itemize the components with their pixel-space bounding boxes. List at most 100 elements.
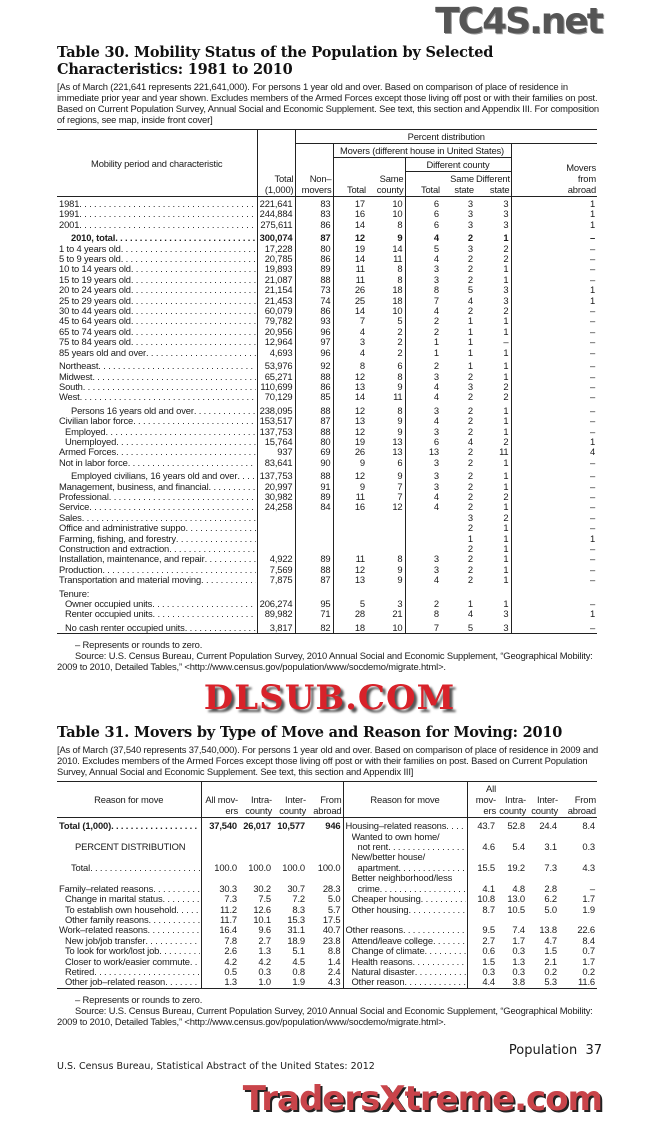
table-row: Better neighborhood/less bbox=[57, 873, 597, 884]
cell-value: 1 bbox=[503, 360, 509, 372]
cell-value: 14 bbox=[392, 243, 403, 254]
cell-value: 6 bbox=[397, 360, 403, 372]
cell-value: 20,997 bbox=[256, 481, 295, 492]
row-label: Not in labor force bbox=[57, 458, 257, 468]
row-label: Housing–related reasons bbox=[342, 817, 467, 832]
cell-value: 4.3 bbox=[327, 977, 341, 988]
cell-value: 87 bbox=[294, 416, 333, 427]
cell-value: 3 bbox=[503, 609, 509, 620]
cell-value: 6.2 bbox=[544, 894, 557, 905]
cell-value: 30.7 bbox=[287, 883, 305, 894]
row-label-text: Professional bbox=[59, 491, 109, 502]
cell-value bbox=[332, 523, 367, 534]
table31-headnote: [As of March (37,540 represents 37,540,0… bbox=[57, 744, 599, 778]
row-label: Total (1,000) bbox=[57, 818, 201, 832]
row-label-text: Farming, fishing, and forestry bbox=[59, 533, 176, 544]
cell-value: 206,274 bbox=[256, 599, 295, 610]
row-label: Change of climate bbox=[342, 946, 467, 957]
cell-value: 17.5 bbox=[322, 914, 341, 925]
cell-value: 1 bbox=[510, 285, 598, 296]
cell-value: – bbox=[510, 544, 598, 555]
cell-value: 221,641 bbox=[256, 196, 295, 210]
cell-value: 4 bbox=[332, 326, 367, 338]
cell-value: – bbox=[510, 426, 598, 437]
reason-header-left: Reason for move bbox=[57, 781, 201, 819]
cell-value: – bbox=[503, 337, 509, 348]
row-label-text: Attend/leave college bbox=[351, 935, 434, 946]
row-label-text: 1991 bbox=[59, 209, 80, 220]
percent-distribution-header: Percent distribution bbox=[294, 129, 598, 144]
row-label bbox=[57, 832, 201, 842]
cell-value: 1 bbox=[467, 360, 473, 372]
row-label: 2010, total bbox=[57, 230, 257, 243]
cell-value: 238,095 bbox=[256, 402, 295, 417]
row-label: not rent bbox=[342, 842, 467, 853]
movers-us-header: Movers (different house in United States… bbox=[332, 143, 511, 158]
cell-value: – bbox=[510, 326, 598, 338]
cell-value: 153,517 bbox=[256, 416, 295, 427]
cell-value bbox=[441, 586, 475, 599]
table-row: New job/job transfer 7.8 2.7 18.9 23.8 Attend… bbox=[57, 935, 597, 947]
cell-value: 82 bbox=[294, 619, 333, 634]
row-label-text: 2001 bbox=[59, 219, 80, 230]
cell-value: 7.4 bbox=[512, 925, 525, 936]
cell-value: 14 bbox=[332, 392, 367, 403]
cell-value: 1 bbox=[503, 232, 509, 244]
cell-value: 5.4 bbox=[512, 842, 525, 853]
row-label-text: Transportation and material moving bbox=[59, 575, 202, 586]
row-label: Retired bbox=[57, 967, 201, 977]
cell-value bbox=[294, 533, 333, 544]
cell-value: 4 bbox=[404, 575, 441, 586]
row-label-text: Northeast bbox=[59, 361, 99, 372]
row-label-text: Closer to work/easier commute bbox=[65, 956, 190, 967]
cell-value: 2 bbox=[503, 491, 509, 502]
cell-value bbox=[497, 852, 527, 862]
cell-value: 3 bbox=[467, 198, 473, 209]
cell-value: 137,753 bbox=[256, 468, 295, 482]
cell-value: 9 bbox=[397, 564, 403, 575]
intra-header-left: Intra- county bbox=[239, 781, 273, 819]
cell-value: 12,964 bbox=[256, 337, 295, 348]
cell-value: – bbox=[510, 619, 598, 634]
cell-value bbox=[404, 585, 441, 600]
intra-header-right: Intra- county bbox=[497, 781, 527, 819]
cell-value: 5 bbox=[332, 599, 367, 610]
cell-value: 0.6 bbox=[466, 946, 497, 957]
cell-value: 3.8 bbox=[512, 977, 525, 988]
cell-value bbox=[466, 914, 497, 926]
cell-value: 3 bbox=[467, 243, 473, 254]
cell-value: 15.3 bbox=[287, 914, 305, 925]
cell-value: 6 bbox=[397, 457, 403, 468]
cell-value: – bbox=[510, 337, 598, 348]
cell-value: – bbox=[510, 457, 598, 469]
cell-value: 3 bbox=[503, 285, 509, 296]
table-row: Office and administrative suppo 2 1– bbox=[57, 523, 598, 534]
cell-value: 79,782 bbox=[256, 316, 295, 327]
cell-value: 5 bbox=[467, 621, 473, 633]
cell-value: 3 bbox=[404, 554, 441, 565]
cell-value: 3,817 bbox=[256, 619, 295, 634]
cell-value: 2.7 bbox=[258, 935, 271, 946]
row-label: Health reasons bbox=[342, 956, 467, 967]
cell-value bbox=[294, 585, 333, 600]
cell-value: 16.4 bbox=[200, 925, 239, 936]
table-row: Management, business, and financial 20,99… bbox=[57, 481, 598, 492]
cell-value: 8 bbox=[397, 404, 403, 416]
cell-value: 26 bbox=[332, 447, 367, 458]
cell-value: 1.7 bbox=[582, 956, 595, 967]
abroad-header-left: From abroad bbox=[307, 781, 343, 819]
cell-value: 70,129 bbox=[256, 392, 295, 403]
cell-value: 2 bbox=[397, 347, 403, 358]
cell-value: 1 bbox=[503, 326, 509, 337]
row-label: Natural disaster bbox=[342, 966, 467, 978]
cell-value bbox=[527, 852, 559, 862]
